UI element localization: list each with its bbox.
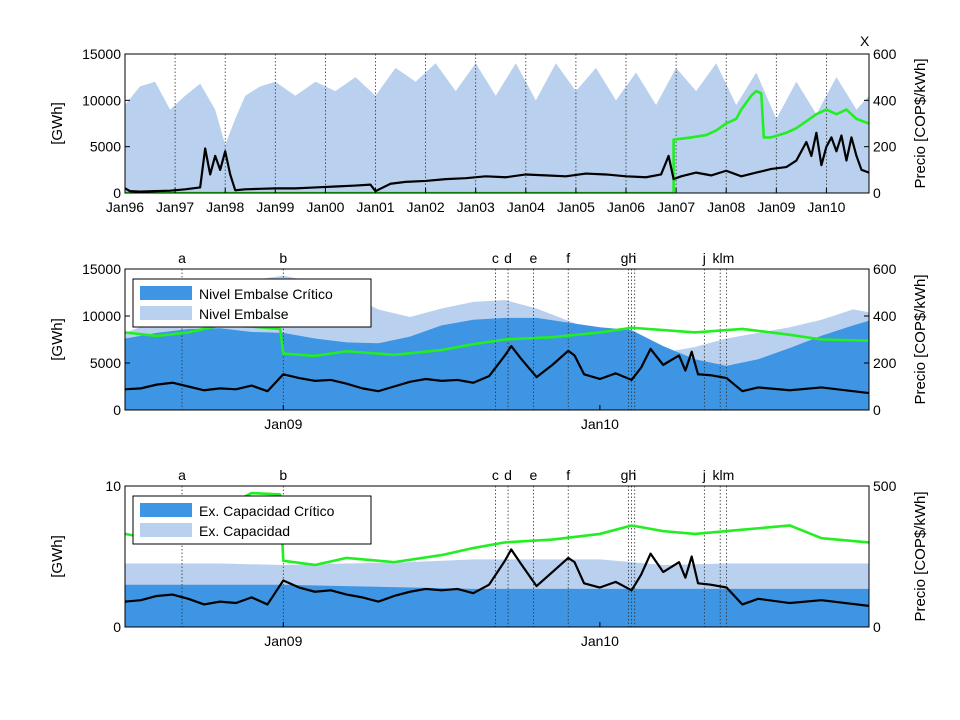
x-tick-label: Jan00 [306,199,344,215]
y2-tick-label: 0 [873,619,881,635]
x-tick-label: Jan02 [407,199,445,215]
legend-label: Ex. Capacidad Crítico [199,503,335,519]
event-label: b [279,467,287,483]
x-tick-label: Jan09 [264,416,302,432]
y-axis-label: [GWh] [49,102,66,145]
event-label: a [178,250,186,266]
legend-swatch [140,286,192,300]
axes-frame [124,53,870,194]
energy-line [125,131,869,193]
event-label: klm [712,250,734,266]
event-label: a [178,467,186,483]
event-label: j [702,467,706,483]
y2-tick-label: 600 [873,46,897,62]
y-tick-label: 5000 [90,355,121,371]
y2-axis-label: Precio [COP$/kWh] [912,58,929,188]
event-label: j [702,250,706,266]
y2-tick-label: 500 [873,478,897,494]
y-tick-label: 0 [113,619,121,635]
y2-tick-label: 600 [873,261,897,277]
x-tick-label: Jan05 [557,199,595,215]
event-label: klm [712,467,734,483]
x-tick-label: Jan99 [256,199,294,215]
x-tick-label: Jan10 [581,416,619,432]
y2-tick-label: 400 [873,308,897,324]
energy-line [125,548,869,607]
event-label: b [279,250,287,266]
x-tick-label: Jan09 [264,633,302,649]
corner-marker: X [860,33,870,49]
x-tick-label: Jan01 [356,199,394,215]
legend-label: Nivel Embalse Crítico [199,286,333,302]
x-tick-label: Jan07 [657,199,695,215]
area-nivel-embalse-cr-tico [125,317,869,410]
event-label: gh [621,250,637,266]
x-tick-label: Jan08 [707,199,745,215]
y-axis-label: [GWh] [49,535,66,578]
event-label: i [633,467,636,483]
legend-label: Nivel Embalse [199,306,289,322]
event-label: e [530,467,538,483]
event-label: e [530,250,538,266]
x-tick-label: Jan96 [106,199,144,215]
y2-tick-label: 200 [873,355,897,371]
y-tick-label: 10000 [82,92,121,108]
y-tick-label: 15000 [82,261,121,277]
area-series [125,63,869,193]
event-label: gh [621,467,637,483]
legend: Nivel Embalse Crítico Nivel Embalse [132,278,372,328]
panel-top: 0 5000 10000 15000 0 200 400 600 Jan96 Jan97 Jan98… [49,46,929,215]
y-tick-label: 10000 [82,308,121,324]
y2-axis-label: Precio [COP$/kWh] [912,491,929,621]
x-tick-label: Jan06 [607,199,645,215]
x-tick-label: Jan09 [757,199,795,215]
price-line [125,89,869,193]
y2-axis-label: Precio [COP$/kWh] [912,274,929,404]
x-tick-label: Jan10 [581,633,619,649]
x-tick-label: Jan03 [457,199,495,215]
area-ex-capacidad-cr-tico [125,584,869,627]
event-label: d [504,467,512,483]
x-tick-label: Jan97 [156,199,194,215]
event-label: d [504,250,512,266]
y-tick-label: 15000 [82,46,121,62]
panel-middle: 0 5000 10000 15000 0 200 400 600 Jan09 Jan10 [GWh]… [49,250,929,432]
y2-tick-label: 400 [873,92,897,108]
event-label: f [566,467,570,483]
y-tick-label: 0 [113,402,121,418]
plot-content [125,54,869,193]
legend-swatch [140,503,192,517]
y-tick-label: 10 [105,478,121,494]
axes-frame [124,485,870,628]
x-tick-label: Jan04 [507,199,545,215]
y2-tick-label: 0 [873,402,881,418]
axes-frame [124,268,870,411]
legend-label: Ex. Capacidad [199,523,290,539]
y-tick-label: 5000 [90,139,121,155]
event-label: i [633,250,636,266]
legend-swatch [140,306,192,320]
legend: Ex. Capacidad Crítico Ex. Capacidad [132,495,372,545]
event-label: c [492,250,499,266]
y2-tick-label: 0 [873,185,881,201]
panel-bottom: 0 10 0 500 Jan09 Jan10 [GWh] Precio [COP$/kWh] a… [49,467,929,649]
y2-tick-label: 200 [873,139,897,155]
legend-swatch [140,523,192,537]
x-tick-label: Jan10 [807,199,845,215]
event-label: f [566,250,570,266]
y-tick-label: 0 [113,185,121,201]
y-axis-label: [GWh] [49,318,66,361]
x-tick-label: Jan98 [206,199,244,215]
energy-line [125,344,869,395]
plot-content [125,486,869,627]
event-label: c [492,467,499,483]
